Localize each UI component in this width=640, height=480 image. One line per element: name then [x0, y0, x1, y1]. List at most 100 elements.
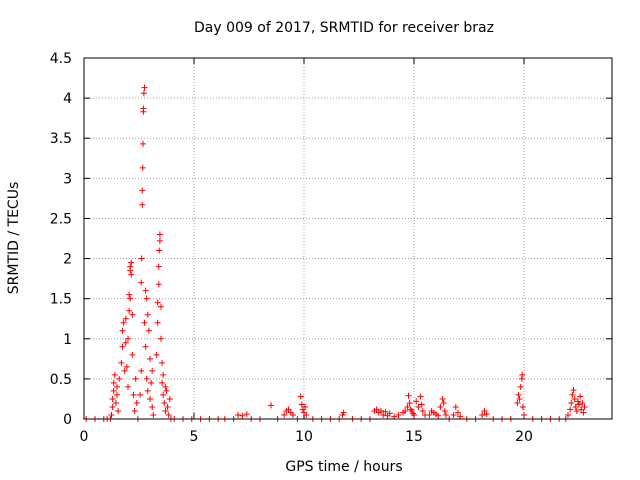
- data-point: [452, 403, 459, 410]
- data-point: [154, 319, 161, 326]
- data-point: [133, 399, 140, 406]
- data-point: [129, 351, 136, 358]
- y-tick-label: 0.5: [50, 372, 72, 388]
- data-point: [378, 407, 384, 414]
- data-point: [141, 319, 148, 326]
- data-point: [298, 401, 305, 408]
- data-point: [139, 140, 146, 147]
- data-point: [442, 411, 449, 418]
- data-point: [303, 411, 310, 418]
- data-point: [120, 319, 127, 326]
- data-point: [144, 311, 151, 318]
- data-point: [521, 411, 527, 418]
- data-point: [481, 407, 488, 414]
- y-tick-label: 2: [63, 252, 72, 268]
- data-point: [165, 411, 172, 418]
- data-point: [514, 399, 521, 406]
- data-point: [149, 367, 156, 374]
- data-point: [114, 383, 120, 390]
- x-tick-label: 5: [190, 429, 199, 445]
- data-point: [130, 391, 137, 398]
- data-point: [413, 398, 420, 405]
- data-point: [439, 395, 446, 402]
- data-point: [418, 401, 425, 408]
- data-point: [411, 411, 417, 418]
- data-point: [119, 343, 126, 350]
- x-tick-label: 20: [515, 429, 533, 445]
- data-point: [140, 105, 147, 112]
- data-point: [235, 411, 241, 418]
- y-axis-label: SRMTID / TECUs: [6, 182, 22, 295]
- data-point: [519, 403, 526, 410]
- data-point: [140, 90, 147, 97]
- data-point: [577, 393, 584, 400]
- data-point: [483, 411, 490, 418]
- data-point: [572, 403, 579, 410]
- data-point: [281, 411, 288, 418]
- data-point: [402, 407, 409, 414]
- data-point: [161, 399, 168, 406]
- data-point: [147, 355, 153, 362]
- y-tick-label: 2.5: [50, 211, 72, 227]
- y-axis-ticks: 0 0.5 1 1.5 2 2.5 3 3.5 4 4.5: [50, 51, 612, 428]
- data-point: [126, 307, 133, 314]
- data-point: [580, 409, 587, 416]
- data-point: [243, 411, 250, 418]
- data-point: [122, 315, 129, 322]
- x-tick-label: 15: [405, 429, 423, 445]
- data-point: [517, 383, 524, 390]
- data-point: [139, 164, 146, 171]
- grid: [84, 58, 612, 419]
- data-point: [159, 359, 166, 366]
- data-point: [565, 411, 571, 418]
- data-point: [132, 375, 139, 382]
- data-point: [143, 295, 150, 302]
- data-point: [290, 411, 296, 418]
- data-point: [571, 395, 578, 402]
- data-point: [581, 403, 588, 410]
- y-tick-label: 0: [63, 412, 72, 428]
- data-point: [437, 403, 444, 410]
- data-point: [122, 339, 129, 346]
- plot-frame: [83, 57, 613, 420]
- data-point: [125, 335, 131, 342]
- data-point: [373, 406, 380, 413]
- data-point: [158, 335, 164, 342]
- data-point: [156, 237, 163, 244]
- data-point: [142, 343, 149, 350]
- data-point: [479, 411, 486, 418]
- y-tick-label: 1: [63, 332, 72, 348]
- data-point: [441, 407, 448, 414]
- data-point: [108, 411, 115, 418]
- data-point: [139, 187, 146, 194]
- data-point: [129, 311, 136, 318]
- data-point: [297, 393, 304, 400]
- y-tick-label: 1.5: [50, 292, 72, 308]
- data-point: [144, 387, 151, 394]
- x-tick-label: 10: [295, 429, 313, 445]
- data-point: [519, 371, 526, 378]
- data-point: [147, 395, 153, 402]
- data-point: [110, 387, 117, 394]
- data-point: [415, 403, 422, 410]
- data-point: [127, 295, 134, 302]
- y-tick-label: 3: [63, 171, 72, 187]
- data-point: [155, 281, 162, 288]
- data-point: [302, 403, 309, 410]
- data-point: [111, 371, 118, 378]
- data-point: [155, 263, 162, 270]
- data-point: [112, 399, 119, 406]
- data-point: [158, 303, 164, 310]
- data-point: [138, 279, 145, 286]
- data-point: [137, 391, 144, 398]
- data-point: [382, 408, 389, 415]
- data-point: [139, 201, 146, 208]
- data-point: [110, 379, 117, 386]
- data-point: [395, 411, 402, 418]
- data-point: [109, 395, 116, 402]
- data-point: [576, 401, 582, 408]
- data-point: [380, 411, 387, 418]
- data-point: [131, 407, 138, 414]
- data-point: [125, 383, 131, 390]
